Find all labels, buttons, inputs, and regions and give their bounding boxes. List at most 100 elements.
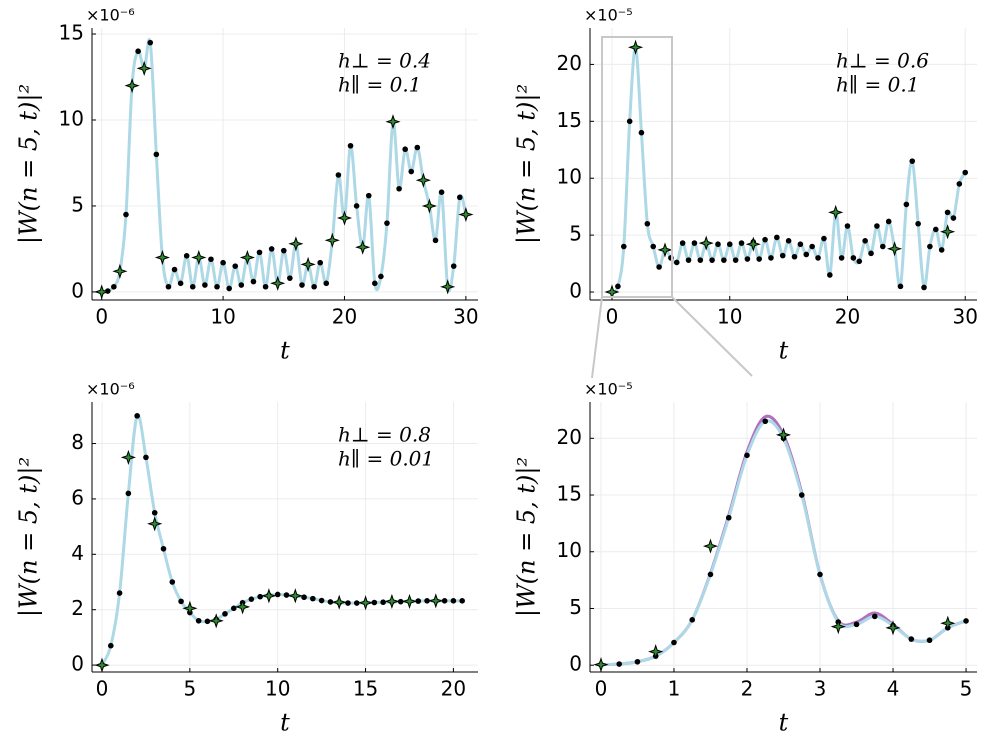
dot (232, 263, 239, 269)
dot (715, 241, 721, 248)
star (112, 263, 128, 279)
dot (616, 661, 623, 667)
dot (689, 617, 696, 623)
dot (709, 257, 715, 263)
dot (111, 283, 117, 290)
y-tick-label: 0 (569, 279, 582, 303)
dot (798, 492, 805, 498)
y-tick-label: 0 (569, 652, 582, 676)
dot (656, 264, 662, 270)
dot (868, 250, 874, 257)
star (830, 618, 846, 635)
dot (116, 590, 123, 596)
dot (908, 636, 915, 642)
dot (195, 617, 202, 624)
dot (169, 579, 176, 585)
y-tick-label: 15 (557, 482, 582, 506)
dot (897, 283, 904, 290)
star (300, 256, 316, 273)
dot (171, 266, 178, 273)
star (415, 172, 432, 188)
dot (744, 256, 751, 262)
annotation: h∥ = 0.1 (836, 73, 919, 97)
star (698, 235, 714, 251)
panel: 0 2 4 6 8 0 5 10 15 20 t |W(n = 5, t)|² ×10⁻⁶ h⊥ = 0.… (15, 380, 478, 737)
dot (250, 278, 257, 285)
star (261, 588, 277, 604)
dot (909, 158, 916, 164)
star (287, 588, 303, 604)
star (235, 599, 251, 615)
annotation: h∥ = 0.1 (338, 73, 421, 97)
dot (317, 259, 324, 266)
panel: 0 5 10 15 20 0 10 20 30 t |W(n = 5, t)|² ×10⁻⁵ h⊥ = … (513, 6, 978, 365)
dot (256, 249, 263, 256)
x-tick-label: 0 (96, 677, 109, 701)
star (124, 77, 140, 94)
dot (220, 259, 226, 266)
dot (135, 48, 141, 55)
x-tick-label: 3 (814, 677, 827, 701)
dot (620, 243, 627, 250)
dot (862, 238, 868, 244)
y-tick-label: 10 (557, 165, 582, 189)
y-tick-label: 0 (71, 652, 84, 676)
y-axis-label: |W(n = 5, t)|² (15, 457, 44, 617)
x-tick-label: 0 (595, 677, 608, 701)
dot (817, 571, 823, 578)
dot (671, 639, 677, 646)
y-axis-label: |W(n = 5, t)|² (15, 84, 44, 244)
x-tick-label: 10 (717, 305, 742, 329)
x-tick-label: 30 (453, 305, 478, 329)
star (358, 595, 374, 611)
star (775, 427, 792, 443)
dot (762, 236, 768, 243)
x-tick-label: 2 (741, 677, 754, 701)
dot (165, 283, 172, 290)
x-tick-label: 4 (887, 677, 900, 701)
x-tick-label: 20 (332, 305, 357, 329)
star (885, 620, 901, 636)
dot (380, 599, 386, 606)
dot (856, 258, 863, 265)
dot (222, 611, 228, 617)
star (355, 239, 371, 255)
star (384, 593, 400, 609)
dot (151, 509, 158, 516)
star (940, 615, 956, 631)
y-tick-label: 10 (557, 538, 582, 562)
dot (626, 118, 633, 125)
dot (950, 215, 957, 221)
y-tick-label: 5 (569, 222, 582, 246)
y-tick-label: 8 (71, 430, 84, 454)
dot (143, 454, 149, 461)
panel: 0 5 10 15 20 0 1 2 3 4 5 t |W(n = 5, t)|² ×10⁻⁵ (513, 380, 977, 737)
dot (691, 240, 698, 246)
dot (880, 243, 886, 250)
star (94, 657, 110, 673)
star (421, 198, 438, 214)
star (593, 656, 609, 673)
dot (301, 594, 307, 601)
dot (915, 220, 921, 227)
dot (432, 237, 439, 244)
dot (785, 238, 792, 244)
dot (372, 280, 378, 287)
dot (280, 247, 287, 254)
dot (944, 209, 951, 216)
dot (644, 220, 651, 227)
dot (650, 243, 657, 250)
star (191, 249, 207, 266)
dot (779, 252, 786, 259)
zoom-connector (591, 296, 603, 379)
dot (459, 598, 465, 604)
dot (397, 598, 404, 605)
dot (456, 194, 463, 201)
dot (938, 247, 945, 253)
dot (803, 251, 810, 258)
dot (725, 514, 732, 521)
dot (756, 256, 762, 262)
star (940, 224, 956, 240)
x-axis-label: t (779, 337, 789, 365)
dot (791, 253, 798, 260)
